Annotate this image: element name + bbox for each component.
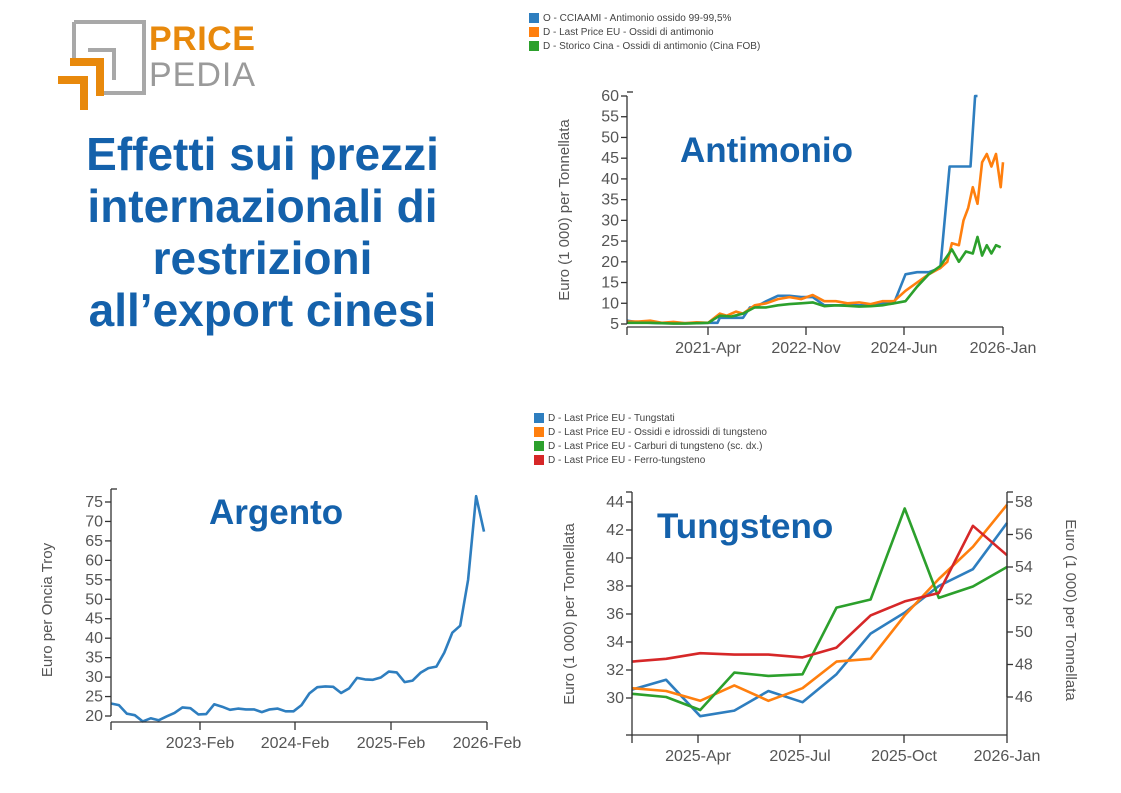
y-tick-label: 40: [85, 630, 103, 647]
y-tick-label: 20: [85, 708, 103, 725]
axis-label: Euro (1 000) per Tonnellata: [561, 523, 578, 705]
x-tick-label: 2023-Feb: [166, 735, 235, 752]
y-tick-label: 46: [1015, 689, 1033, 706]
y-tick-label: 70: [85, 513, 103, 530]
y-tick-label: 35: [85, 650, 103, 667]
y-tick-label: 42: [606, 522, 624, 539]
y-tick-label: 32: [606, 662, 624, 679]
y-tick-label: 20: [601, 254, 619, 271]
x-tick-label: 2025-Feb: [357, 735, 426, 752]
x-tick-label: 2024-Jun: [871, 340, 938, 357]
x-tick-label: 2021-Apr: [675, 340, 741, 357]
y-tick-label: 45: [85, 611, 103, 628]
title-line: restrizioni: [152, 232, 373, 284]
y-tick-label: 35: [601, 192, 619, 209]
legend-item[interactable]: D - Last Price EU - Carburi di tungsteno…: [534, 439, 767, 453]
legend-item[interactable]: O - CCIAAMI - Antimonio ossido 99-99,5%: [529, 11, 760, 25]
title-line: all’export cinesi: [88, 284, 437, 336]
y-tick-label: 52: [1015, 592, 1033, 609]
series-line: [631, 503, 1009, 703]
y-tick-label: 5: [610, 316, 619, 333]
y-tick-label: 60: [85, 552, 103, 569]
y-tick-label: 36: [606, 606, 624, 623]
y-tick-label: 10: [601, 295, 619, 312]
logo-mark-icon: [58, 20, 146, 110]
y-tick-label: 50: [85, 591, 103, 608]
y-tick-label: 25: [85, 689, 103, 706]
y-tick-label: 40: [606, 550, 624, 567]
series-line: [631, 507, 1008, 712]
y-tick-label: 15: [601, 275, 619, 292]
y-tick-label: 38: [606, 578, 624, 595]
x-tick-label: 2026-Jan: [974, 748, 1041, 765]
pricepedia-logo: PRICE PEDIA: [56, 18, 266, 113]
page-title: Effetti sui prezzi internazionali di res…: [10, 128, 515, 336]
legend-swatch-icon: [529, 41, 539, 51]
y-tick-label: 54: [1015, 559, 1033, 576]
argento-chart-title: Argento: [209, 493, 344, 532]
series-line: [627, 235, 1002, 325]
legend-swatch-icon: [529, 27, 539, 37]
y-tick-label: 30: [606, 690, 624, 707]
y-tick-label: 65: [85, 533, 103, 550]
legend-item[interactable]: D - Last Price EU - Tungstati: [534, 411, 767, 425]
y-tick-label: 34: [606, 634, 624, 651]
tungsteno-chart-title: Tungsteno: [657, 507, 834, 546]
legend-item[interactable]: D - Last Price EU - Ossidi e idrossidi d…: [534, 425, 767, 439]
y-tick-label: 30: [601, 212, 619, 229]
y-tick-label: 75: [85, 494, 103, 511]
y-tick-label: 55: [85, 572, 103, 589]
logo-pedia-text: PEDIA: [149, 56, 257, 94]
x-tick-label: 2026-Jan: [970, 340, 1037, 357]
axis-label: Euro (1 000) per Tonnellata: [1062, 519, 1079, 701]
title-line: internazionali di: [87, 180, 438, 232]
y-tick-label: 40: [601, 171, 619, 188]
y-tick-label: 55: [601, 109, 619, 126]
title-line: Effetti sui prezzi: [86, 128, 439, 180]
axis-label: Euro per Oncia Troy: [39, 542, 56, 677]
series-line: [110, 494, 486, 723]
x-tick-label: 2024-Feb: [261, 735, 330, 752]
y-tick-label: 56: [1015, 527, 1033, 544]
series-line: [631, 524, 1008, 663]
series-line: [631, 522, 1009, 718]
y-tick-label: 44: [606, 494, 624, 511]
y-tick-label: 45: [601, 150, 619, 167]
legend-swatch-icon: [534, 441, 544, 451]
y-tick-label: 25: [601, 233, 619, 250]
y-tick-label: 30: [85, 669, 103, 686]
antimonio-chart-title: Antimonio: [680, 131, 854, 170]
x-tick-label: 2025-Oct: [871, 748, 937, 765]
legend-item[interactable]: D - Last Price EU - Ossidi di antimonio: [529, 25, 760, 39]
legend-swatch-icon: [529, 13, 539, 23]
y-tick-label: 50: [601, 129, 619, 146]
y-tick-label: 48: [1015, 657, 1033, 674]
x-tick-label: 2026-Feb: [453, 735, 522, 752]
axis-label: Euro (1 000) per Tonnellata: [556, 119, 573, 301]
tungsteno-legend: D - Last Price EU - Tungstati D - Last P…: [534, 411, 767, 467]
x-tick-label: 2025-Jul: [769, 748, 830, 765]
y-tick-label: 60: [601, 88, 619, 105]
legend-item[interactable]: D - Storico Cina - Ossidi di antimonio (…: [529, 39, 760, 53]
legend-swatch-icon: [534, 413, 544, 423]
legend-swatch-icon: [534, 455, 544, 465]
x-tick-label: 2025-Apr: [665, 748, 731, 765]
legend-item[interactable]: D - Last Price EU - Ferro-tungsteno: [534, 453, 767, 467]
legend-swatch-icon: [534, 427, 544, 437]
logo-price-text: PRICE: [149, 20, 256, 58]
y-tick-label: 58: [1015, 494, 1033, 511]
x-tick-label: 2022-Nov: [771, 340, 840, 357]
y-tick-label: 50: [1015, 624, 1033, 641]
antimonio-legend: O - CCIAAMI - Antimonio ossido 99-99,5% …: [529, 11, 760, 53]
